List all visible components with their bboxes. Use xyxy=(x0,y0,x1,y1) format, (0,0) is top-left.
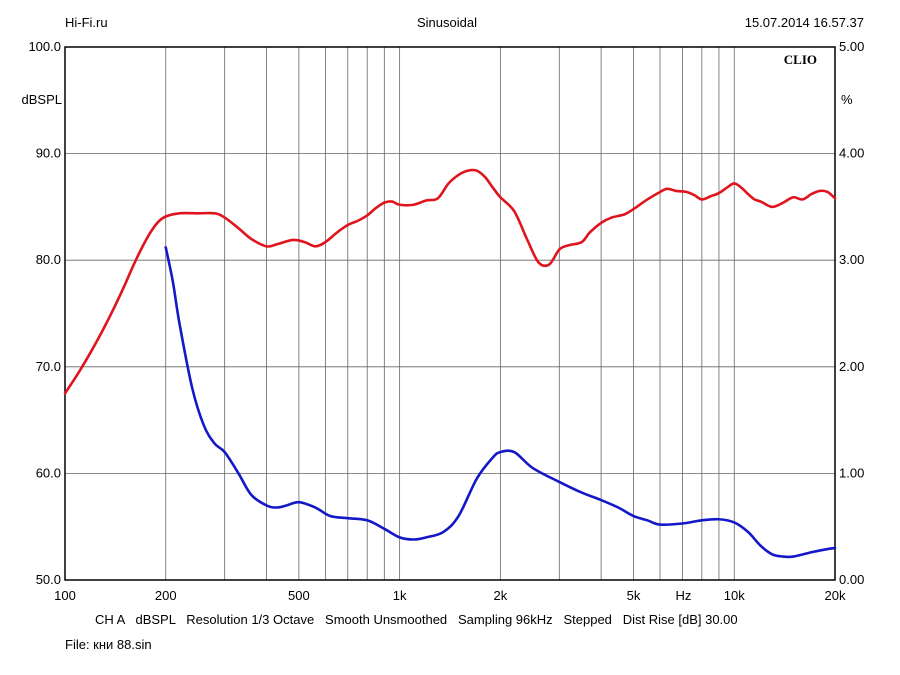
y2-tick-label: 2.00 xyxy=(839,359,864,374)
clio-brand-label: CLIO xyxy=(784,52,817,67)
y-tick-label: 80.0 xyxy=(36,252,61,267)
y-tick-label: 70.0 xyxy=(36,359,61,374)
settings-footer: CH A dBSPL Resolution 1/3 Octave Smooth … xyxy=(95,612,738,627)
header-timestamp: 15.07.2014 16.57.37 xyxy=(744,15,864,30)
y-tick-label: 90.0 xyxy=(36,146,61,161)
header-center-label: Sinusoidal xyxy=(417,15,477,30)
x-tick-label: 10k xyxy=(724,588,745,603)
y2-axis-label: % xyxy=(841,92,853,107)
spl-series-line xyxy=(63,168,837,395)
file-name-label: File: кни 88.sin xyxy=(65,637,152,652)
x-tick-label: 500 xyxy=(288,588,310,603)
x-tick-label: 20k xyxy=(825,588,846,603)
y-axis-label: dBSPL xyxy=(22,92,62,107)
y2-tick-label: 0.00 xyxy=(839,572,864,587)
axis-labels: 50.0 60.0 70.0 80.0 90.0 100.0 0.00 1.00 2.00 3.0… xyxy=(22,39,865,603)
x-tick-label: 5k xyxy=(627,588,641,603)
x-tick-label: 2k xyxy=(494,588,508,603)
x-tick-label: 200 xyxy=(155,588,177,603)
y2-tick-label: 4.00 xyxy=(839,146,864,161)
x-axis-label: Hz xyxy=(675,588,691,603)
plot-frame xyxy=(64,46,836,581)
grid-lines xyxy=(65,47,835,580)
series-layer xyxy=(63,168,837,559)
y2-tick-label: 1.00 xyxy=(839,465,864,480)
x-tick-label: 1k xyxy=(393,588,407,603)
y-tick-label: 100.0 xyxy=(28,39,61,54)
y2-tick-label: 5.00 xyxy=(839,39,864,54)
header-left-label: Hi-Fi.ru xyxy=(65,15,108,30)
y-tick-label: 60.0 xyxy=(36,465,61,480)
y2-tick-label: 3.00 xyxy=(839,252,864,267)
distortion-series-line xyxy=(164,246,837,559)
y-tick-label: 50.0 xyxy=(36,572,61,587)
x-tick-label: 100 xyxy=(54,588,76,603)
